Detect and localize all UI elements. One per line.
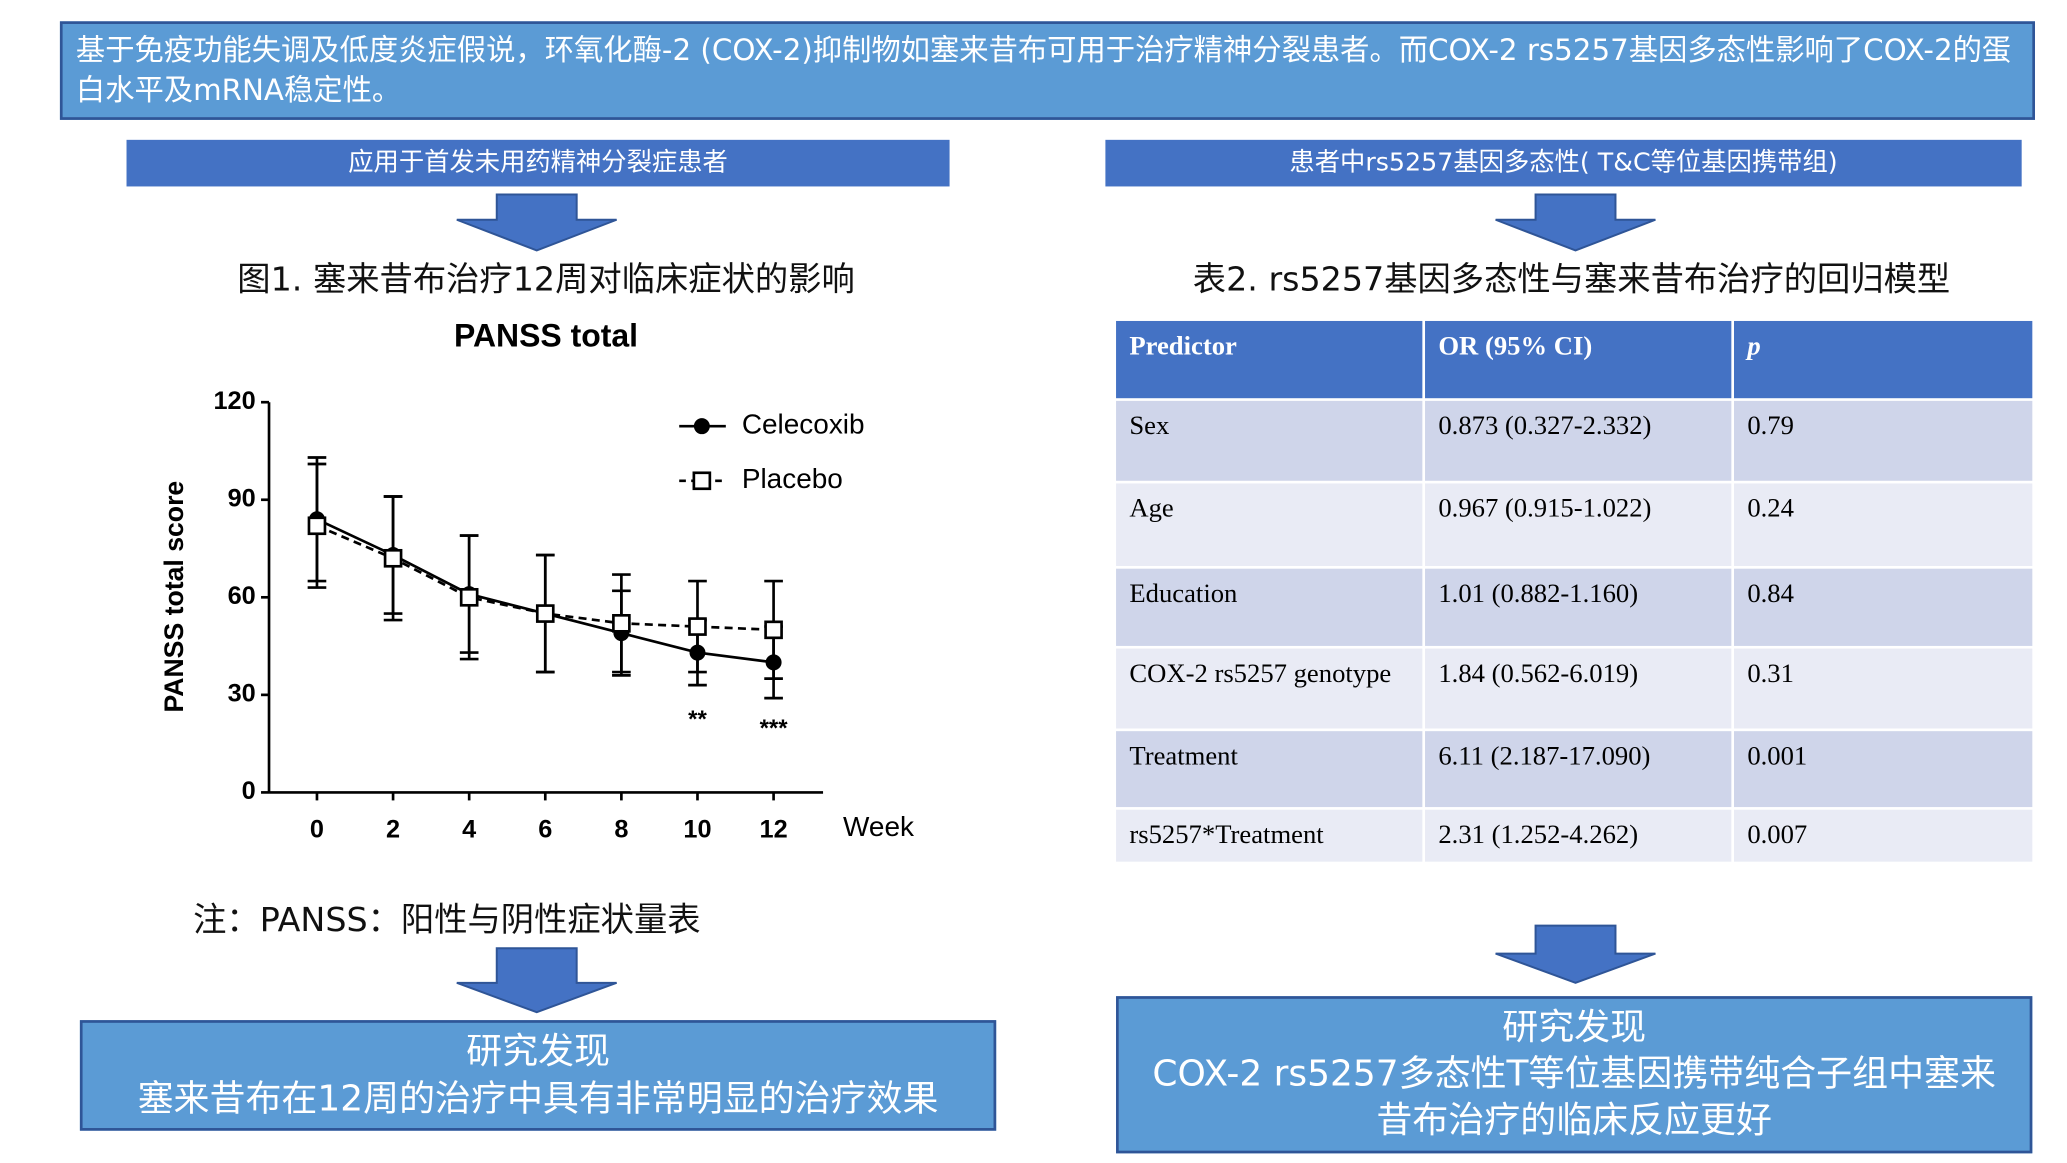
arrow: [456, 193, 617, 252]
y-tick-label: 90: [228, 484, 256, 512]
table-cell: 2.31 (1.252-4.262): [1425, 809, 1732, 862]
arrow: [456, 947, 617, 1014]
x-tick-label: 6: [538, 816, 552, 844]
header-text: 基于免疫功能失调及低度炎症假说，环氧化酶-2 (COX-2)抑制物如塞来昔布可用…: [75, 34, 2012, 108]
data-point: [307, 516, 327, 536]
header-box: 基于免疫功能失调及低度炎症假说，环氧化酶-2 (COX-2)抑制物如塞来昔布可用…: [59, 21, 2035, 120]
table-row: Sex 0.873 (0.327-2.332) 0.79: [1116, 400, 2033, 481]
table-row: Age 0.967 (0.915-1.022) 0.24: [1116, 483, 2033, 567]
y-tick-label: 120: [213, 387, 255, 415]
arrow: [1495, 193, 1656, 252]
table: Predictor OR (95% CI) p Sex 0.873 (0.327-2.…: [1113, 318, 2035, 864]
table-cell: Education: [1116, 568, 1423, 646]
annotation: **: [688, 706, 707, 733]
finding-text: COX-2 rs5257多态性T等位基因携带纯合子组中塞来昔布治疗的临床反应更好: [1152, 1053, 1996, 1142]
th: p: [1734, 320, 2033, 399]
x-tick-label: 8: [614, 816, 628, 844]
chart: PANSS total 0 30 60 90 120 0 2 4 6 8 10 12 Week PANSS …: [159, 318, 915, 844]
right-finding: 研究发现 COX-2 rs5257多态性T等位基因携带纯合子组中塞来昔布治疗的临床…: [1116, 996, 2033, 1154]
table-cell: Sex: [1116, 400, 1423, 481]
table-row: rs5257*Treatment 2.31 (1.252-4.262) 0.007: [1116, 809, 2033, 862]
finding-text: 塞来昔布在12周的治疗中具有非常明显的治疗效果: [137, 1078, 939, 1121]
table-caption: 表2. rs5257基因多态性与塞来昔布治疗的回归模型: [1192, 259, 1951, 299]
y-tick-label: 30: [228, 680, 256, 708]
arrows: [456, 193, 1656, 1014]
arrow: [1495, 924, 1656, 984]
x-tick-label: 2: [386, 816, 400, 844]
table-cell: 0.79: [1734, 400, 2033, 481]
figure-caption: 图1. 塞来昔布治疗12周对临床症状的影响: [237, 259, 855, 299]
legend-marker: [693, 418, 710, 435]
table-row: Treatment 6.11 (2.187-17.090) 0.001: [1116, 731, 2033, 808]
y-tick-label: 60: [228, 582, 256, 610]
data-point: [383, 548, 403, 568]
table-cell: 0.001: [1734, 731, 2033, 808]
y-axis-label: PANSS total score: [159, 481, 189, 713]
data-point: [688, 617, 707, 636]
data-point: [764, 620, 783, 640]
table-cell: Treatment: [1116, 731, 1423, 808]
x-tick-label: 10: [683, 816, 711, 844]
table-cell: 0.873 (0.327-2.332): [1425, 400, 1732, 481]
table-cell: COX-2 rs5257 genotype: [1116, 648, 1423, 729]
data-point: [459, 587, 479, 607]
table-cell: 0.24: [1734, 483, 2033, 567]
chart-title: PANSS total: [454, 318, 638, 354]
x-tick-label: 4: [462, 816, 476, 844]
th: OR (95% CI): [1425, 320, 1732, 399]
table-cell: 0.84: [1734, 568, 2033, 646]
annotation: ***: [760, 715, 789, 742]
table-row: COX-2 rs5257 genotype 1.84 (0.562-6.019) 0…: [1116, 648, 2033, 729]
data-point: [612, 614, 631, 633]
finding-title: 研究发现: [466, 1030, 610, 1073]
data-point: [535, 604, 555, 623]
table-cell: 0.967 (0.915-1.022): [1425, 483, 1732, 567]
table-wrap: Predictor OR (95% CI) p Sex 0.873 (0.327-2.…: [1113, 318, 2035, 864]
legend-label: Placebo: [742, 463, 843, 494]
table-cell: 0.31: [1734, 648, 2033, 729]
th: Predictor: [1116, 320, 1423, 399]
x-tick-label: 12: [760, 816, 788, 844]
table-cell: 0.007: [1734, 809, 2033, 862]
table-row: Education 1.01 (0.882-1.160) 0.84: [1116, 568, 2033, 646]
right-banner: 患者中rs5257基因多态性( T&C等位基因携带组): [1105, 139, 2022, 187]
x-tick-label: 0: [310, 816, 324, 844]
table-body: Sex 0.873 (0.327-2.332) 0.79 Age 0.967 (0.91…: [1116, 400, 2033, 862]
table-cell: Age: [1116, 483, 1423, 567]
note: 注：PANSS：阳性与阴性症状量表: [193, 900, 701, 939]
left-banner: 应用于首发未用药精神分裂症患者: [126, 139, 950, 187]
table-cell: 6.11 (2.187-17.090): [1425, 731, 1732, 808]
table-cell: 1.01 (0.882-1.160): [1425, 568, 1732, 646]
x-axis-label: Week: [843, 811, 915, 842]
table-cell: 1.84 (0.562-6.019): [1425, 648, 1732, 729]
legend-label: Celecoxib: [742, 409, 865, 440]
table-cell: rs5257*Treatment: [1116, 809, 1423, 862]
y-tick-label: 0: [242, 777, 256, 805]
finding-title: 研究发现: [1502, 1006, 1647, 1049]
legend-marker: [692, 471, 712, 491]
left-finding: 研究发现塞来昔布在12周的治疗中具有非常明显的治疗效果: [79, 1020, 997, 1131]
